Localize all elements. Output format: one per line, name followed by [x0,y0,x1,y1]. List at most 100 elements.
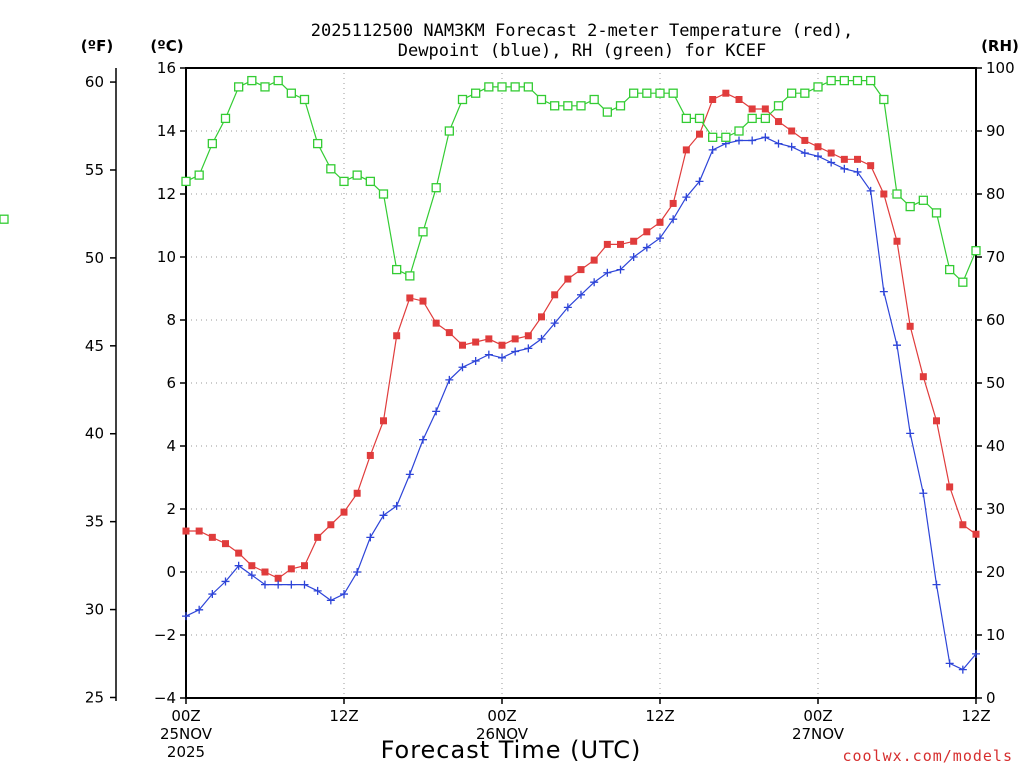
dewpoint-point [234,561,243,570]
dewpoint-point [748,136,757,145]
dewpoint-point [563,303,572,312]
dewpoint-point [261,580,269,589]
dewpoint-point [669,215,678,224]
temperature-point [946,483,954,491]
rh-point [629,88,639,98]
rh-point [760,113,770,124]
rh-point [734,126,744,136]
rh-point [655,88,665,98]
dewpoint-point [405,470,414,479]
rh-point [905,201,915,212]
temperature-point [617,240,624,248]
rh-tick-label: 40 [986,437,1005,455]
dewpoint-point [761,133,770,142]
rh-point [444,126,454,136]
rh-point [378,189,389,199]
rh-point [839,75,849,86]
rh-point [642,88,652,98]
temperature-point [906,322,914,330]
temperature-point [353,489,361,497]
temperature-point [775,118,782,126]
temperature-point [814,143,822,151]
dewpoint-point [787,142,796,151]
temperature-point [432,319,440,327]
fahrenheit-unit-label: (ºF) [81,37,113,55]
rh-tick-label: 10 [986,626,1005,644]
rh-point [392,264,402,275]
temperature-point [656,218,664,226]
dewpoint-point [353,568,362,576]
dewpoint-point [379,511,388,520]
rh-tick-label: 80 [986,185,1005,203]
temperature-point [959,521,967,529]
celsius-tick-label: 6 [166,374,176,392]
temperature-point [630,237,638,245]
temperature-point [696,130,703,138]
rh-tick-label: 90 [986,122,1005,140]
temperature-point [261,568,269,576]
rh-point [773,101,784,111]
temperature-point [972,530,980,538]
dewpoint-point [800,149,809,158]
x-tick-date-label: 25NOV [160,725,213,743]
dewpoint-point [735,136,743,145]
rh-point [273,75,283,86]
fahrenheit-tick-label: 30 [85,601,104,619]
axes: 1614121086420−2−460555045403530251009080… [85,59,1015,761]
rh-tick-label: 20 [986,563,1005,581]
temperature-point [222,540,229,548]
rh-point [234,82,244,92]
dewpoint-point [590,278,599,287]
x-tick-label: 00Z [171,707,200,725]
series-line-2 [185,79,977,284]
temperature-point [366,451,374,459]
temperature-point [327,521,335,529]
temperature-point [880,190,888,198]
fahrenheit-tick-label: 25 [85,688,104,706]
x-tick-label: 12Z [645,707,674,725]
fahrenheit-tick-label: 35 [85,513,104,531]
rh-point [931,208,942,218]
dewpoint-point [616,265,625,274]
temperature-point [564,275,572,283]
rh-point [602,107,612,117]
dewpoint-point [274,580,283,589]
dewpoint-point [919,489,928,498]
x-tick-label: 12Z [329,707,358,725]
dewpoint-point [866,186,875,195]
rh-point [563,101,573,111]
temperature-point [393,332,401,340]
dewpoint-point [853,167,862,176]
temperature-point [735,96,743,103]
dewpoint-point [313,586,322,595]
temperature-point [722,89,730,97]
celsius-tick-label: 16 [157,59,176,77]
temperature-point [511,335,519,343]
rh-tick-label: 30 [986,500,1005,518]
series-line-0 [186,92,977,579]
temperature-point [287,565,295,573]
rh-point [194,170,204,180]
temperature-point [419,297,427,305]
dewpoint-point [629,253,638,261]
dewpoint-point [208,590,217,599]
dewpoint-point [642,243,651,252]
dewpoint-point [945,659,954,668]
rh-point [523,82,533,92]
rh-point [708,132,718,142]
chart-title-line-1: 2025112500 NAM3KM Forecast 2-meter Tempe… [311,21,853,41]
dewpoint-point [958,665,967,674]
temperature-point [485,335,493,343]
dewpoint-point [221,577,230,586]
rh-point [510,82,520,92]
celsius-tick-label: 10 [157,248,176,266]
rh-tick-label: 0 [986,689,996,707]
rh-point [536,94,547,105]
rh-point [286,88,296,98]
rh-point [365,176,375,187]
temperature-point [761,105,769,113]
temperature-point [551,291,559,299]
dewpoint-point [326,596,335,605]
dewpoint-point [524,344,533,353]
temperature-point [248,562,256,570]
